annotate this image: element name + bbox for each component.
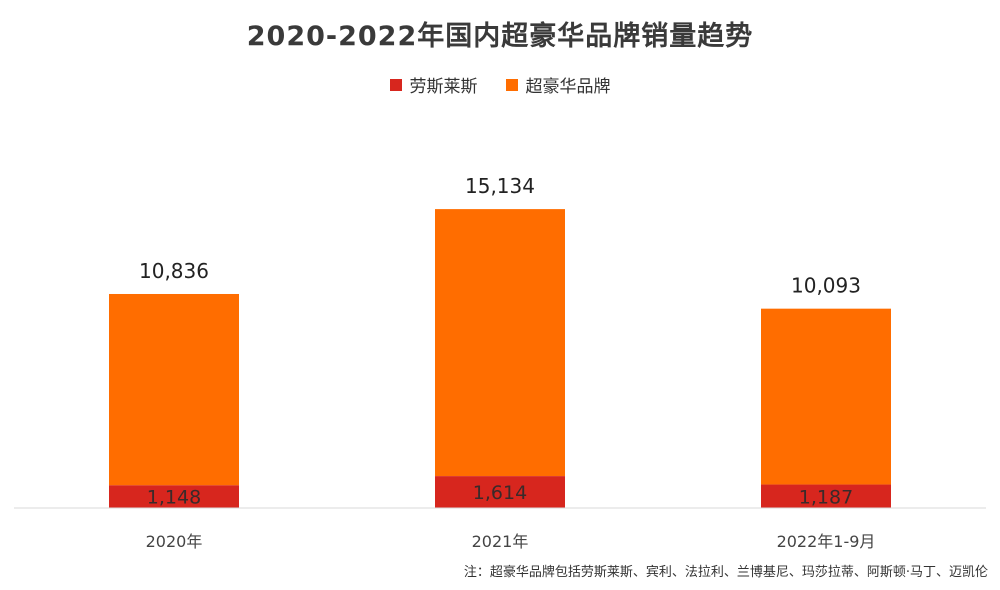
legend: 劳斯莱斯 超豪华品牌 xyxy=(0,72,1000,97)
bar-rolls-royce-0 xyxy=(109,485,239,508)
chart-title: 2020-2022年国内超豪华品牌销量趋势 xyxy=(246,21,754,52)
legend-label-ultra-luxury: 超豪华品牌 xyxy=(525,77,611,97)
data-label-rolls-royce-1: 1,614 xyxy=(473,482,527,504)
legend-swatch-ultra-luxury xyxy=(505,78,518,91)
bar-ultra-luxury-1 xyxy=(435,209,565,477)
legend-item-ultra-luxury: 超豪华品牌 xyxy=(505,72,611,97)
legend-item-rolls-royce: 劳斯莱斯 xyxy=(389,72,478,97)
bar-ultra-luxury-0 xyxy=(109,293,239,486)
data-label-rolls-royce-0: 1,148 xyxy=(147,487,201,509)
data-label-ultra-luxury-2: 10,093 xyxy=(791,274,861,298)
bar-rolls-royce-1 xyxy=(435,476,565,508)
data-label-ultra-luxury-0: 10,836 xyxy=(139,259,209,283)
bar-rolls-royce-2 xyxy=(761,484,891,508)
data-label-ultra-luxury-1: 15,134 xyxy=(465,174,535,198)
footnote: 注：超豪华品牌包括劳斯莱斯、宾利、法拉利、兰博基尼、玛莎拉蒂、阿斯顿·马丁、迈凯… xyxy=(463,565,988,580)
bar-ultra-luxury-2 xyxy=(761,308,891,485)
data-label-rolls-royce-2: 1,187 xyxy=(799,486,853,508)
legend-swatch-rolls-royce xyxy=(389,78,402,91)
x-tick-label-0: 2020年 xyxy=(146,532,203,551)
x-tick-label-2: 2022年1-9月 xyxy=(777,532,876,551)
x-tick-label-1: 2021年 xyxy=(472,532,529,551)
legend-label-rolls-royce: 劳斯莱斯 xyxy=(409,77,478,97)
